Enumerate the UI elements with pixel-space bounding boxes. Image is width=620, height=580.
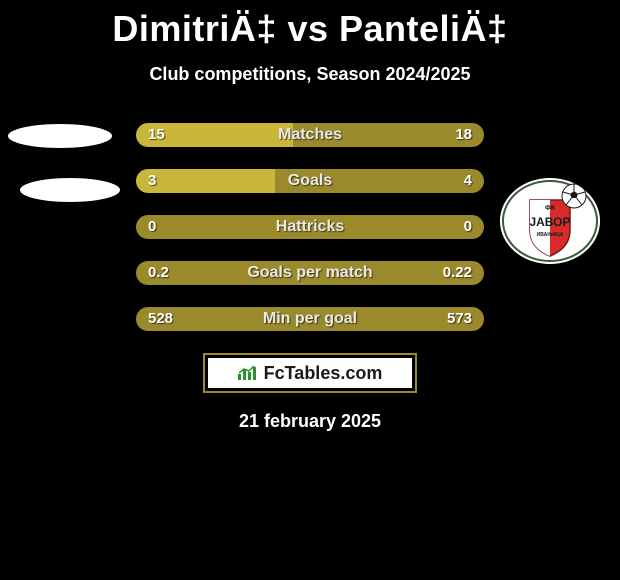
fctables-text-suffix: .com — [340, 363, 382, 383]
bar-value-right: 4 — [464, 169, 472, 193]
bar-metric-label: Goals — [288, 169, 332, 193]
bar-metric-label: Hattricks — [276, 215, 344, 239]
bar-row: 0 Hattricks 0 — [136, 215, 484, 239]
bar-value-right: 18 — [455, 123, 472, 147]
bar-metric-label: Goals per match — [247, 261, 372, 285]
bar-row: 528 Min per goal 573 — [136, 307, 484, 331]
left-crest-ellipse-2 — [20, 178, 120, 202]
fctables-text-dark: FcTables — [264, 363, 341, 383]
subtitle: Club competitions, Season 2024/2025 — [0, 64, 620, 85]
left-crest-ellipse-1 — [8, 124, 112, 148]
date-label: 21 february 2025 — [0, 411, 620, 432]
logo-text-main: ЈАВОР — [529, 215, 570, 229]
bar-fill — [136, 169, 275, 193]
comparison-bars: 15 Matches 18 3 Goals 4 0 Hattricks 0 0.2 Goals pe… — [136, 123, 484, 331]
bar-value-left: 3 — [148, 169, 156, 193]
bar-chart-icon — [236, 364, 258, 382]
right-club-logo: ФК ЈАВОР ИВАЊИЦА — [500, 178, 600, 264]
bar-value-right: 0 — [464, 215, 472, 239]
page-title: DimitriÄ‡ vs PanteliÄ‡ — [0, 0, 620, 50]
bar-value-left: 528 — [148, 307, 173, 331]
bar-row: 0.2 Goals per match 0.22 — [136, 261, 484, 285]
bar-value-left: 15 — [148, 123, 165, 147]
bar-row: 15 Matches 18 — [136, 123, 484, 147]
bar-metric-label: Matches — [278, 123, 342, 147]
bar-row: 3 Goals 4 — [136, 169, 484, 193]
bar-metric-label: Min per goal — [263, 307, 357, 331]
fctables-badge: FcTables.com — [203, 353, 417, 393]
fctables-brand: FcTables.com — [262, 363, 385, 384]
logo-text-top: ФК — [545, 205, 556, 212]
bar-value-right: 0.22 — [443, 261, 472, 285]
bar-value-left: 0 — [148, 215, 156, 239]
bar-value-left: 0.2 — [148, 261, 169, 285]
logo-text-bottom: ИВАЊИЦА — [537, 232, 564, 238]
bar-value-right: 573 — [447, 307, 472, 331]
comparison-card: ФК ЈАВОР ИВАЊИЦА DimitriÄ‡ vs PanteliÄ‡ … — [0, 0, 620, 432]
